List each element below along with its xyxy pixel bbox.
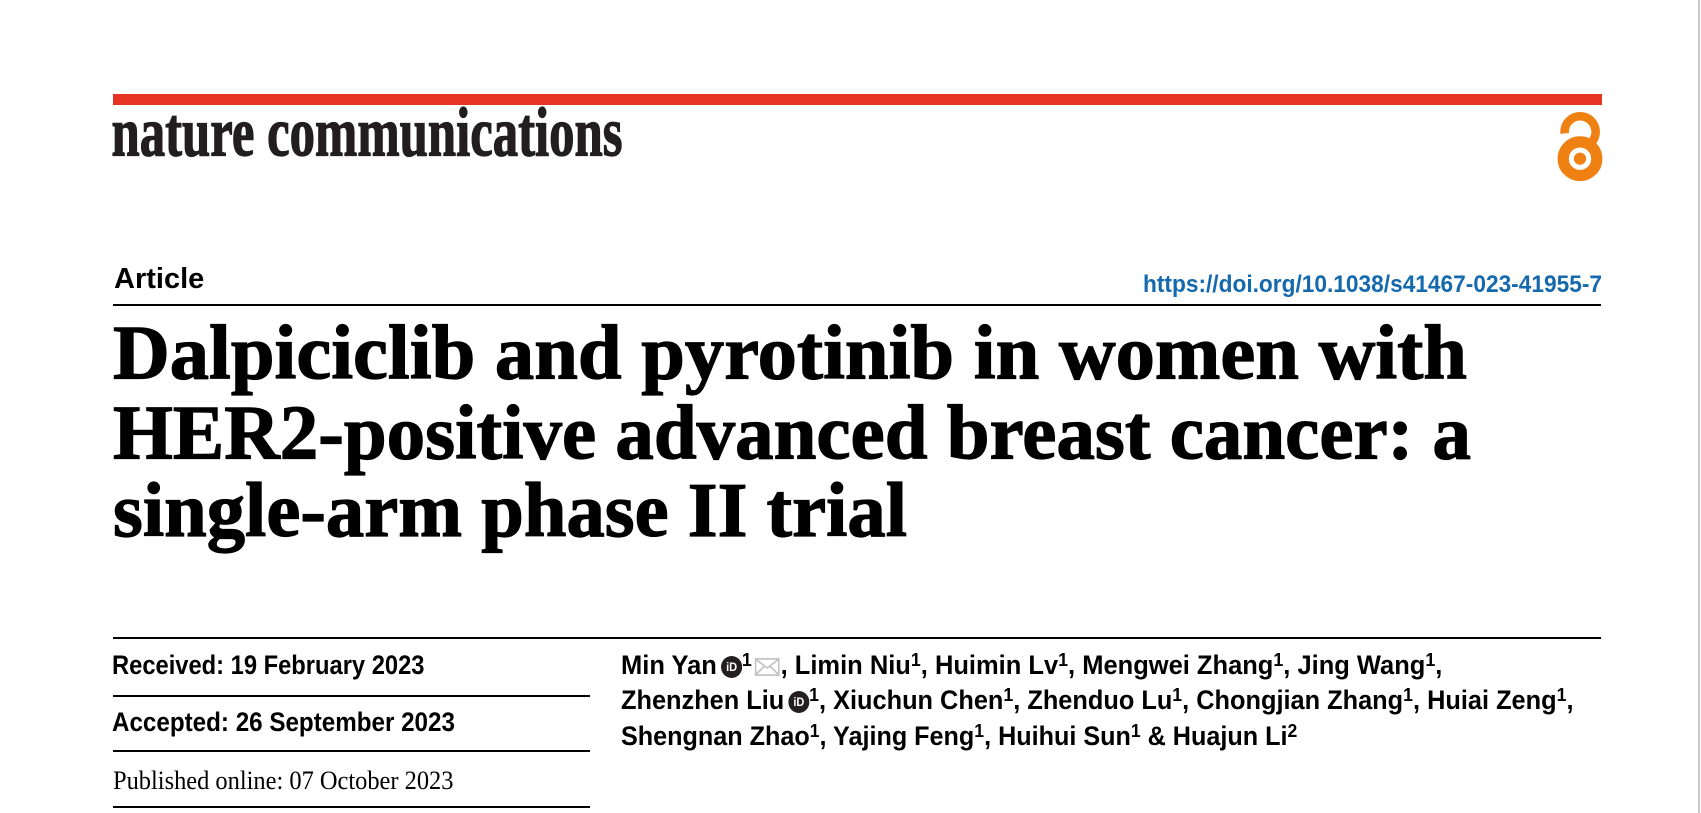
svg-text:single-arm phase II trial: single-arm phase II trial <box>113 467 907 553</box>
svg-text:iD: iD <box>725 662 736 674</box>
svg-text:Dalpiciclib and pyrotinib in w: Dalpiciclib and pyrotinib in women with <box>113 309 1467 395</box>
svg-text:nature communications: nature communications <box>112 95 623 172</box>
svg-text:https://doi.org/10.1038/s41467: https://doi.org/10.1038/s41467-023-41955… <box>1143 271 1602 298</box>
svg-text:HER2-positive advanced breast: HER2-positive advanced breast cancer: a <box>113 389 1471 475</box>
svg-text:iD: iD <box>793 697 804 709</box>
